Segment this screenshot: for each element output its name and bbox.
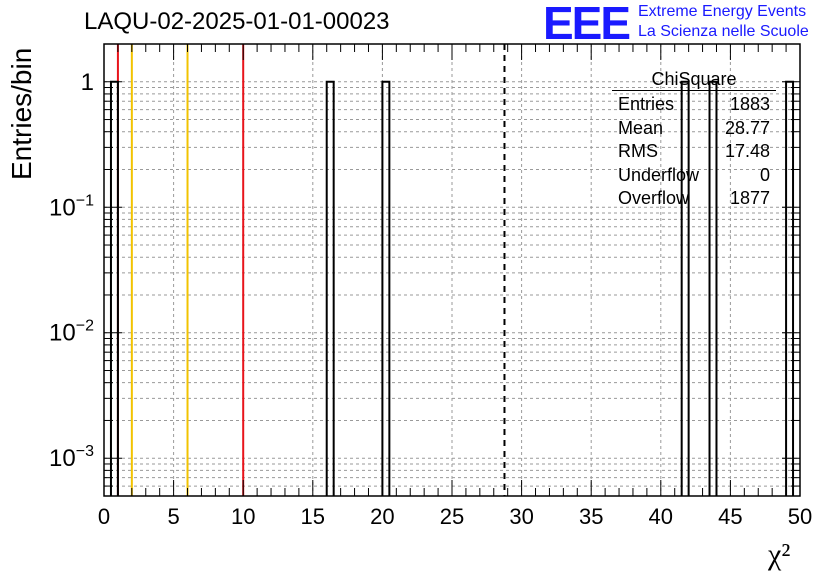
grid-layer	[104, 43, 800, 497]
brand-line-2: La Scienza nelle Scuole	[638, 23, 809, 40]
eee-logo: EEE	[543, 0, 631, 49]
histogram-bar	[325, 80, 335, 496]
x-tick-label: 10	[231, 504, 255, 529]
x-tick-label: 0	[98, 504, 110, 529]
histogram-bar	[109, 80, 119, 496]
y-tick-label: 1	[81, 69, 94, 96]
stats-row-rms: RMS 17.48	[612, 140, 776, 164]
histogram-bar	[680, 80, 690, 496]
stats-label: Mean	[618, 117, 664, 138]
stats-row-entries: Entries 1883	[612, 93, 776, 117]
stats-label: Entries	[618, 94, 675, 114]
y-tick-label: 10−1	[49, 192, 94, 221]
x-tick-label: 30	[509, 504, 533, 529]
x-tick-label: 35	[579, 504, 603, 529]
y-axis-label: Entries/bin	[6, 48, 37, 180]
x-tick-label: 15	[301, 504, 325, 529]
stats-label: Underflow	[618, 164, 700, 185]
x-tick-label: 20	[370, 504, 394, 529]
histogram-bar	[708, 80, 718, 496]
y-tick-label: 10−3	[49, 443, 94, 472]
brand-line-1: Extreme Energy Events	[638, 3, 807, 20]
stats-title: ChiSquare	[612, 68, 776, 91]
stats-value: 17.48	[724, 141, 770, 161]
stats-row-underflow: Underflow 0	[612, 164, 776, 188]
tick-labels: 0 5 10 15 20 25 30 35 40 45 50 10−3 10−2 10−1 1	[49, 69, 812, 529]
x-tick-label: 5	[167, 504, 179, 529]
x-tick-label: 25	[440, 504, 464, 529]
stats-row-mean: Mean 28.77	[612, 117, 776, 141]
x-tick-label: 45	[718, 504, 742, 529]
stats-value: 1883	[729, 94, 770, 114]
marker-lines	[116, 44, 506, 496]
x-axis-label: χ²	[767, 538, 790, 571]
stats-box: ChiSquare Entries 1883 Mean 28.77 RMS 17…	[612, 68, 776, 211]
y-tick-label: 10−2	[49, 318, 94, 347]
stats-label: RMS	[618, 141, 658, 161]
histogram-bars	[109, 80, 795, 496]
chart-title: LAQU-02-2025-01-01-00023	[84, 8, 390, 35]
stats-value: 28.77	[724, 117, 770, 138]
histogram-bar	[381, 80, 391, 496]
stats-value: 0	[759, 164, 770, 185]
stats-label: Overflow	[618, 188, 690, 208]
x-tick-label: 50	[788, 504, 812, 529]
stats-row-overflow: Overflow 1877	[612, 187, 776, 211]
x-tick-label: 40	[649, 504, 673, 529]
stats-value: 1877	[729, 188, 770, 208]
histogram-bar	[785, 80, 795, 496]
axis-ticks	[103, 43, 801, 497]
